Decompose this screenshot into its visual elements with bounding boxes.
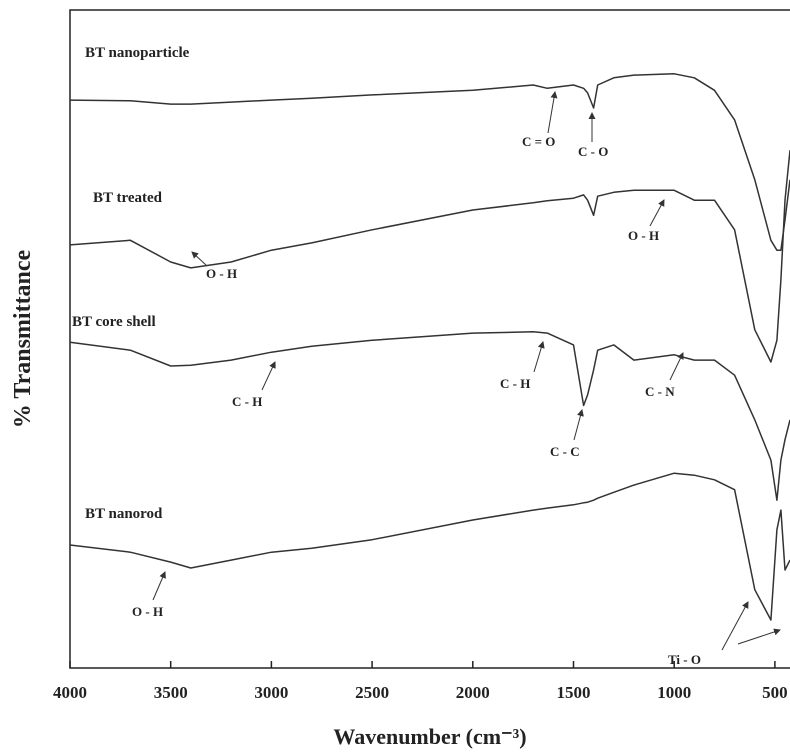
- arrow: [649, 199, 665, 227]
- series-label: BT nanorod: [85, 506, 163, 522]
- spectrum-line: [69, 150, 790, 363]
- annotation: C - C: [550, 444, 580, 459]
- annotation: C - N: [645, 384, 675, 399]
- annotation: C - O: [578, 144, 608, 159]
- annotation: C - H: [232, 394, 262, 409]
- arrow: [721, 601, 749, 651]
- arrow: [737, 628, 781, 645]
- x-tick-label: 2500: [355, 683, 389, 702]
- x-tick-label: 4000: [53, 683, 87, 702]
- series-label: BT nanoparticle: [85, 45, 190, 61]
- annotation: O - H: [132, 604, 163, 619]
- annotation: C - H: [500, 376, 530, 391]
- arrow: [261, 361, 276, 391]
- annotation: Ti - O: [668, 652, 701, 667]
- x-tick-label: 3500: [154, 683, 188, 702]
- x-tick-label: 2000: [456, 683, 490, 702]
- x-tick-label: 1000: [657, 683, 691, 702]
- series-label: BT core shell: [72, 314, 156, 330]
- spectrum-line: [69, 472, 790, 621]
- x-tick-label: 1500: [556, 683, 590, 702]
- arrow: [573, 409, 584, 441]
- spectrum-line: [69, 73, 790, 251]
- annotation: C = O: [522, 134, 555, 149]
- annotation: O - H: [206, 266, 237, 281]
- arrow: [547, 91, 558, 134]
- y-axis-label: % Transmittance: [10, 249, 36, 428]
- series-label: BT treated: [93, 190, 163, 206]
- arrow: [191, 251, 207, 266]
- arrow: [669, 352, 684, 381]
- x-axis-label: Wavenumber (cm⁻³): [333, 724, 526, 749]
- x-tick-label: 500: [762, 683, 788, 702]
- x-tick-label: 3000: [254, 683, 288, 702]
- spectrum-line: [69, 331, 790, 501]
- arrow: [152, 571, 166, 601]
- plot-frame: [69, 9, 790, 669]
- arrow: [533, 341, 545, 373]
- annotation: O - H: [628, 228, 659, 243]
